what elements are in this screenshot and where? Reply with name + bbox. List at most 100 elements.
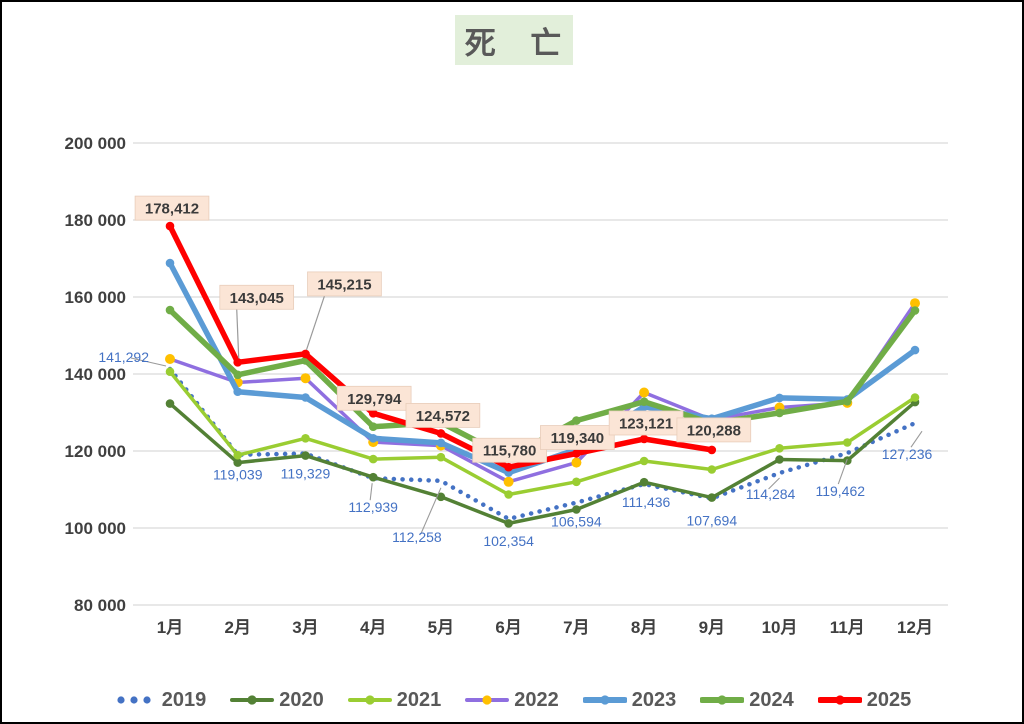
data-point-marker: [775, 455, 784, 464]
legend-label: 2021: [396, 688, 442, 711]
label-leader-line: [236, 309, 240, 359]
data-label-box: [540, 425, 615, 450]
legend-swatch-2020: [230, 695, 275, 705]
data-point-marker: [707, 493, 717, 502]
x-tick-label: 11月: [830, 618, 865, 637]
label-leader-line: [369, 483, 373, 501]
data-label-value: 127,236: [882, 446, 933, 462]
chart-legend: 2019 2020 2021 2022 2023 2024 2025: [2, 680, 1022, 720]
data-point-marker: [368, 422, 378, 432]
legend-swatch-2023: [582, 695, 627, 705]
label-leader-line: [910, 430, 923, 448]
label-leader-line: [420, 487, 442, 535]
data-label-value: 178,412: [145, 201, 199, 218]
data-label-value: 120,288: [687, 422, 741, 439]
x-tick-label: 5月: [428, 618, 454, 637]
data-point-marker: [910, 393, 920, 402]
data-point-marker: [165, 221, 175, 231]
legend-item-2019: 2019: [113, 688, 207, 712]
data-point-marker: [165, 354, 175, 364]
legend-item-2022: 2022: [465, 689, 559, 712]
data-point-marker: [572, 416, 581, 425]
data-point-marker: [436, 429, 446, 438]
data-labels-2025: 178,412 143,045 145,215 129,794 124,572 115,7…: [134, 195, 752, 463]
data-label-value: 143,045: [230, 290, 284, 307]
data-label-value: 115,780: [483, 443, 536, 460]
legend-label: 2024: [749, 688, 794, 711]
data-label-value: 123,121: [619, 415, 673, 432]
y-tick-label: 200 000: [65, 134, 126, 153]
data-label-value: 119,039: [213, 467, 263, 483]
data-point-marker: [436, 492, 446, 502]
data-label-value: 107,694: [687, 512, 738, 528]
legend-label: 2019: [161, 688, 207, 711]
data-point-marker: [572, 505, 581, 514]
legend-swatch-2021: [347, 695, 392, 705]
data-point-marker: [233, 450, 242, 460]
data-point-marker: [504, 490, 513, 499]
series-line-2022: [168, 301, 917, 484]
legend-swatch-2019: [117, 696, 151, 704]
data-point-marker: [775, 408, 784, 418]
data-label-box: [405, 402, 481, 428]
data-label-box: [219, 284, 295, 310]
data-point-marker: [165, 258, 175, 268]
label-leader-line: [837, 458, 848, 485]
x-tick-label: 6月: [495, 618, 521, 637]
data-label-box: [472, 437, 547, 463]
data-label-value: 114,284: [746, 486, 796, 502]
data-point-marker: [504, 462, 513, 472]
x-tick-label: 2月: [224, 618, 250, 637]
legend-label: 2023: [631, 688, 677, 711]
series-line-2021: [168, 369, 917, 497]
data-point-marker: [233, 358, 242, 367]
series-2025: [165, 221, 717, 472]
data-label-value: 119,329: [281, 466, 331, 482]
data-point-marker: [639, 456, 649, 466]
data-point-marker: [368, 434, 378, 443]
data-point-marker: [301, 434, 310, 443]
legend-swatch-2024: [700, 695, 745, 705]
series-2021: [165, 367, 920, 499]
data-point-marker: [504, 519, 513, 528]
data-point-marker: [233, 458, 242, 467]
data-point-marker: [165, 305, 175, 315]
data-label-box: [676, 417, 752, 443]
data-labels-2019: 141,292 119,039 119,329 112,939 112,258 102,3…: [98, 349, 932, 549]
data-point-marker: [639, 477, 649, 487]
data-point-marker: [639, 434, 649, 444]
x-tick-label: 7月: [563, 618, 589, 637]
data-point-marker: [436, 438, 446, 448]
legend-label: 2022: [514, 688, 559, 711]
data-point-marker: [165, 399, 175, 408]
x-tick-label: 1月: [157, 618, 183, 637]
data-label-value: 112,258: [392, 529, 442, 545]
data-point-marker: [301, 393, 310, 402]
data-point-marker: [301, 349, 310, 359]
data-point-marker: [910, 298, 920, 309]
data-label-value: 145,215: [317, 276, 371, 293]
series-2019: [167, 366, 918, 522]
data-label-box: [608, 410, 684, 436]
data-point-marker: [910, 306, 920, 315]
gridlines: [133, 142, 948, 606]
legend-label: 2020: [279, 688, 324, 711]
chart-title: 死 亡: [455, 15, 573, 65]
data-point-marker: [775, 444, 784, 453]
data-point-marker: [639, 387, 650, 398]
data-point-marker: [571, 457, 582, 468]
x-tick-label: 10月: [762, 618, 798, 637]
x-tick-label: 8月: [631, 618, 657, 637]
data-label-box: [336, 385, 412, 411]
data-point-marker: [436, 452, 446, 462]
data-point-marker: [639, 397, 649, 407]
y-tick-label: 120 000: [65, 442, 126, 461]
label-leader-line: [130, 357, 167, 367]
x-axis-labels: 1月 2月 3月 4月 5月 6月 7月 8月 9月 10月 11月 12月: [157, 618, 933, 637]
data-point-marker: [368, 454, 378, 464]
data-label-value: 119,340: [551, 430, 604, 447]
legend-item-2023: 2023: [582, 688, 677, 712]
data-label-value: 112,939: [348, 499, 398, 515]
x-tick-label: 4月: [360, 618, 386, 637]
